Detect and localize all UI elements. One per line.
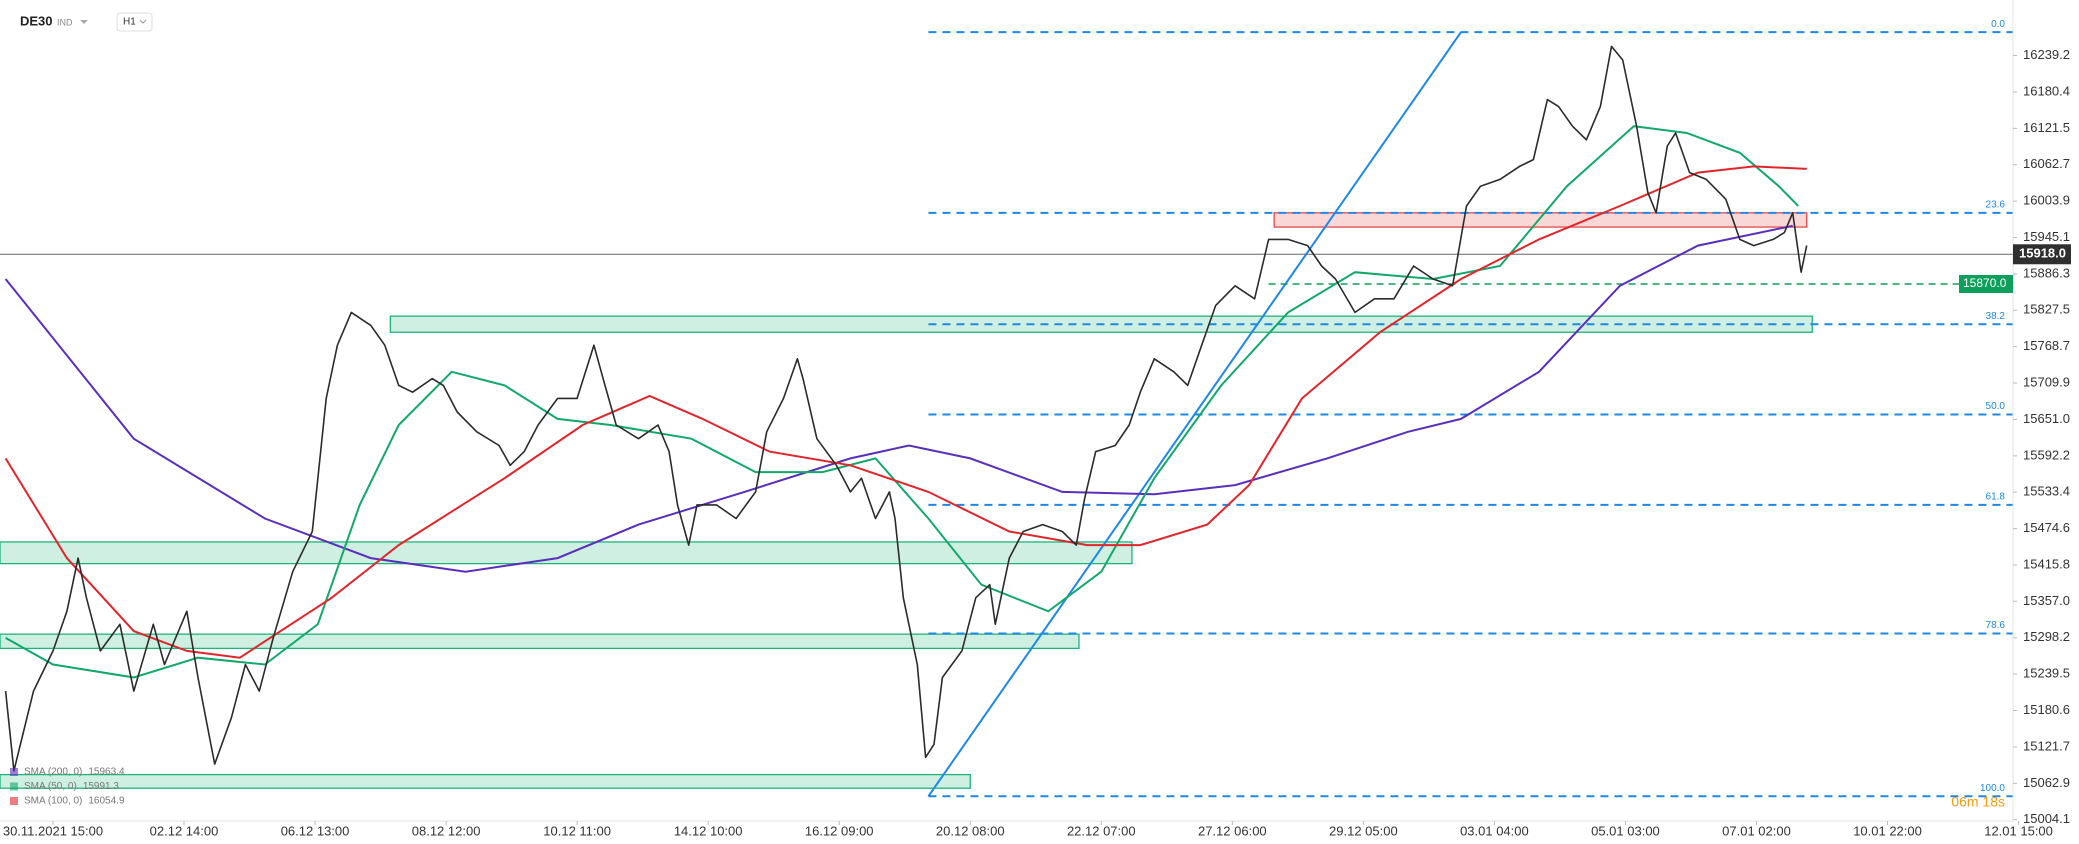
moving-average [4,165,1807,659]
legend-value: 15991.3 [83,781,120,792]
timeframe-caret [139,19,147,24]
y-tick-label: 15180.6 [2023,702,2070,717]
x-tick-label: 30.11.2021 15:00 [3,823,103,838]
x-tick-label: 02.12 14:00 [150,823,219,838]
x-tick-label: 07.01 02:00 [1722,823,1791,838]
y-tick-label: 15062.9 [2023,775,2070,790]
moving-average [5,125,1800,679]
x-tick-label: 20.12 08:00 [936,823,1005,838]
y-tick-label: 16239.2 [2023,47,2070,62]
fib-label: 50.0 [1986,401,2006,412]
legend-value: 15963.4 [88,767,125,778]
fib-label: 0.0 [1991,19,2005,30]
y-tick-label: 15239.5 [2023,665,2070,680]
price-label-box [2013,244,2071,265]
legend-name: SMA (50, 0) [24,781,77,792]
fib-label: 38.2 [1986,311,2006,322]
y-tick-label: 15886.3 [2023,265,2070,280]
trendline [927,31,1462,797]
timeframe[interactable]: H1 [123,17,136,28]
plot-area: 0.0 23.6 38.2 50.0 61.8 78.6 100.0 [0,19,2013,798]
zone [1273,212,1808,228]
y-tick-label: 15298.2 [2023,629,2070,644]
price-line-series [4,45,1808,772]
timeframe-button[interactable] [116,12,153,32]
level-label-box [1959,274,2013,293]
y-tick-label: 16121.5 [2023,120,2070,135]
legend-swatch [10,782,18,791]
x-tick-label: 27.12 06:00 [1198,823,1267,838]
x-tick-label: 22.12 07:00 [1067,823,1136,838]
y-tick-label: 15121.7 [2023,738,2070,753]
moving-average [4,224,1793,573]
market: IND [57,17,73,27]
x-tick-label: 08.12 12:00 [412,823,481,838]
y-tick-label: 15827.5 [2023,302,2070,317]
y-tick-label: 15768.7 [2023,338,2070,353]
y-tick-label: 16062.7 [2023,156,2070,171]
fib-label: 23.6 [1986,199,2006,210]
x-tick-label: 29.12 05:00 [1329,823,1398,838]
x-tick-label: 05.01 03:00 [1591,823,1660,838]
x-tick-label: 06.12 13:00 [281,823,350,838]
x-tick-label: 10.12 11:00 [543,823,611,838]
legend-name: SMA (100, 0) [24,796,82,807]
dropdown-caret[interactable] [80,20,88,24]
y-tick-label: 15357.0 [2023,593,2070,608]
fib-label: 78.6 [1986,620,2006,631]
y-tick-label: 15533.4 [2023,484,2070,499]
y-tick-label: 16180.4 [2023,83,2070,98]
legend-name: SMA (200, 0) [24,767,82,778]
y-tick-label: 15945.1 [2023,229,2070,244]
legend-swatch [10,797,18,805]
fib-label: 100.0 [1980,783,2005,794]
y-tick-label: 15651.0 [2023,411,2070,426]
y-tick-label: 15709.9 [2023,374,2070,389]
price-label: 15918.0 [2019,246,2066,261]
y-tick-label: 15004.1 [2023,811,2070,826]
level-label: 15870.0 [1963,276,2007,290]
legend-value: 16054.9 [88,796,125,807]
y-tick-label: 15474.6 [2023,520,2070,535]
symbol[interactable]: DE30 [20,13,53,28]
fib-label: 61.8 [1986,491,2006,502]
y-tick-label: 15415.8 [2023,556,2070,571]
x-tick-label: 12.01 15:00 [1984,823,2053,838]
zone [0,541,1133,565]
y-tick-label: 15592.2 [2023,447,2070,462]
zone [0,773,971,789]
x-tick-label: 14.12 10:00 [674,823,743,838]
x-tick-label: 10.01 22:00 [1853,823,1922,838]
y-tick-label: 16003.9 [2023,193,2070,208]
countdown: 06m 18s [1951,794,2005,810]
x-tick-label: 16.12 09:00 [805,823,874,838]
legend-swatch [10,768,18,776]
x-tick-label: 03.01 04:00 [1460,823,1529,838]
